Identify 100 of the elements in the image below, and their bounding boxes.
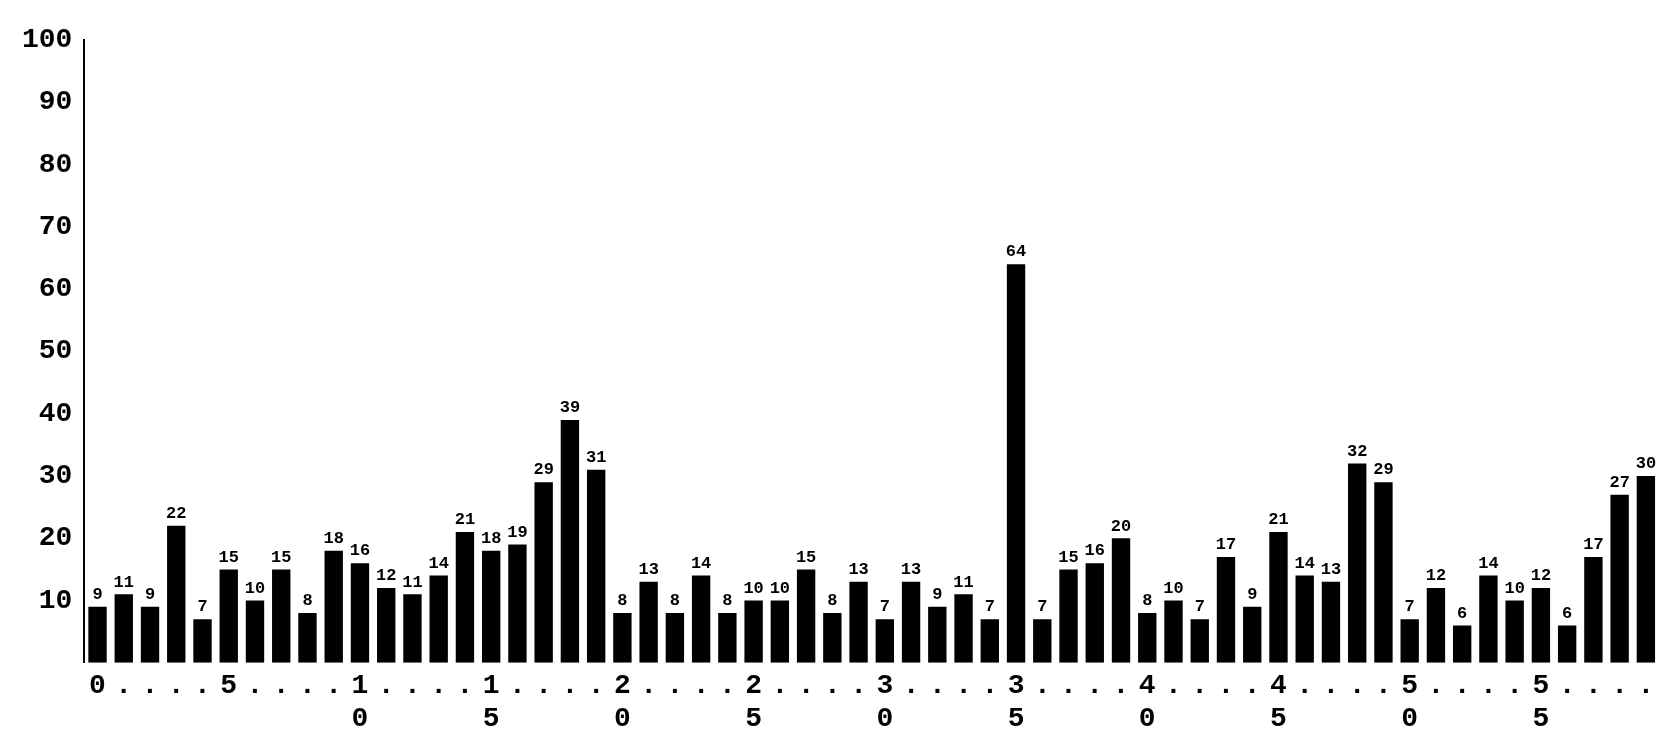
data-label: 10 bbox=[769, 578, 791, 598]
data-label: 9 bbox=[144, 585, 156, 605]
data-label: 12 bbox=[1530, 566, 1552, 586]
bar bbox=[718, 612, 737, 663]
x-tick-label: . bbox=[1296, 669, 1314, 701]
x-tick-label: . bbox=[535, 669, 553, 701]
bar bbox=[324, 550, 343, 663]
data-label: 9 bbox=[1247, 585, 1258, 605]
bar bbox=[377, 588, 396, 663]
data-label: 13 bbox=[638, 560, 659, 580]
data-label: 7 bbox=[984, 597, 995, 617]
bar bbox=[639, 581, 658, 663]
bar bbox=[1636, 475, 1656, 663]
x-tick-label: . bbox=[1086, 669, 1104, 701]
x-tick-label: . bbox=[325, 669, 343, 701]
data-label: 15 bbox=[1058, 547, 1079, 567]
data-label: 21 bbox=[454, 510, 476, 530]
bar bbox=[1190, 619, 1209, 663]
bar bbox=[1400, 619, 1419, 663]
x-tick-label: . bbox=[1243, 669, 1261, 701]
bar bbox=[1610, 494, 1629, 663]
x-tick-label: . bbox=[272, 669, 290, 701]
y-tick-label: 60 bbox=[38, 273, 73, 305]
bar bbox=[586, 469, 606, 663]
bar bbox=[613, 612, 632, 663]
y-tick-label: 100 bbox=[21, 24, 73, 56]
bar bbox=[1348, 463, 1367, 663]
bar bbox=[403, 594, 422, 663]
data-label: 13 bbox=[848, 560, 869, 580]
data-label: 8 bbox=[722, 591, 733, 611]
x-tick-label: . bbox=[797, 669, 815, 701]
x-tick-label: . bbox=[1480, 669, 1497, 701]
bar bbox=[1505, 600, 1524, 663]
data-label: 7 bbox=[1404, 597, 1415, 617]
data-label: 27 bbox=[1609, 472, 1630, 492]
x-tick-label: . bbox=[1375, 669, 1392, 701]
data-label: 12 bbox=[1425, 566, 1447, 586]
bar bbox=[849, 581, 868, 663]
x-tick-label: . bbox=[430, 669, 448, 701]
x-tick-label: 30 bbox=[876, 669, 894, 735]
data-label: 11 bbox=[953, 572, 974, 592]
x-tick-label: . bbox=[1165, 669, 1182, 701]
bar bbox=[1164, 600, 1183, 663]
x-tick-label: 20 bbox=[613, 669, 631, 735]
bar bbox=[1243, 606, 1262, 663]
x-tick-label: . bbox=[928, 669, 946, 701]
bar bbox=[429, 575, 448, 663]
bar bbox=[928, 606, 947, 663]
data-label: 10 bbox=[1504, 578, 1525, 598]
bar bbox=[1452, 625, 1472, 663]
x-tick-label: . bbox=[1427, 669, 1445, 701]
data-label: 14 bbox=[690, 553, 712, 573]
x-tick-label: . bbox=[1112, 669, 1130, 701]
data-label: 10 bbox=[1163, 578, 1184, 598]
x-tick-label: . bbox=[194, 669, 211, 701]
bar bbox=[1295, 575, 1314, 663]
data-label: 14 bbox=[428, 553, 449, 573]
bar bbox=[350, 563, 370, 663]
data-label: 7 bbox=[197, 597, 208, 617]
data-label: 9 bbox=[92, 585, 103, 605]
data-label: 21 bbox=[1268, 510, 1289, 530]
data-label: 8 bbox=[827, 591, 838, 611]
x-tick-label: 10 bbox=[351, 669, 369, 735]
data-label: 18 bbox=[480, 528, 502, 548]
bar bbox=[823, 612, 842, 663]
bar bbox=[1033, 619, 1052, 663]
bar bbox=[1321, 581, 1341, 663]
x-tick-label: . bbox=[167, 669, 185, 701]
x-tick-label: . bbox=[1060, 669, 1077, 701]
bar bbox=[481, 550, 501, 663]
data-label: 15 bbox=[795, 547, 817, 567]
x-tick-label: . bbox=[1558, 669, 1576, 701]
data-label: 17 bbox=[1215, 535, 1237, 555]
bar bbox=[744, 600, 763, 663]
y-tick-label: 20 bbox=[38, 522, 73, 554]
data-label: 11 bbox=[402, 572, 423, 592]
x-tick-label: . bbox=[377, 669, 395, 701]
x-tick-label: . bbox=[823, 669, 841, 701]
data-label: 15 bbox=[271, 547, 292, 567]
data-label: 39 bbox=[559, 398, 581, 418]
x-tick-label: . bbox=[850, 669, 867, 701]
x-tick-label: . bbox=[1322, 669, 1340, 701]
data-label: 7 bbox=[879, 597, 890, 617]
bar bbox=[272, 569, 291, 663]
bar bbox=[508, 544, 527, 663]
y-tick-label: 90 bbox=[38, 86, 73, 118]
y-tick-label: 40 bbox=[38, 397, 73, 429]
x-tick-label: . bbox=[1453, 669, 1471, 701]
data-label: 10 bbox=[743, 578, 764, 598]
x-tick-label: . bbox=[981, 669, 999, 701]
bar bbox=[1059, 569, 1078, 663]
data-label: 29 bbox=[533, 460, 554, 480]
data-label: 8 bbox=[617, 591, 628, 611]
bar bbox=[954, 594, 973, 663]
data-label: 10 bbox=[244, 578, 266, 598]
bar bbox=[1085, 563, 1104, 663]
data-label: 8 bbox=[669, 591, 680, 611]
bar bbox=[298, 612, 317, 663]
bar bbox=[193, 619, 212, 663]
bar bbox=[1374, 482, 1393, 663]
